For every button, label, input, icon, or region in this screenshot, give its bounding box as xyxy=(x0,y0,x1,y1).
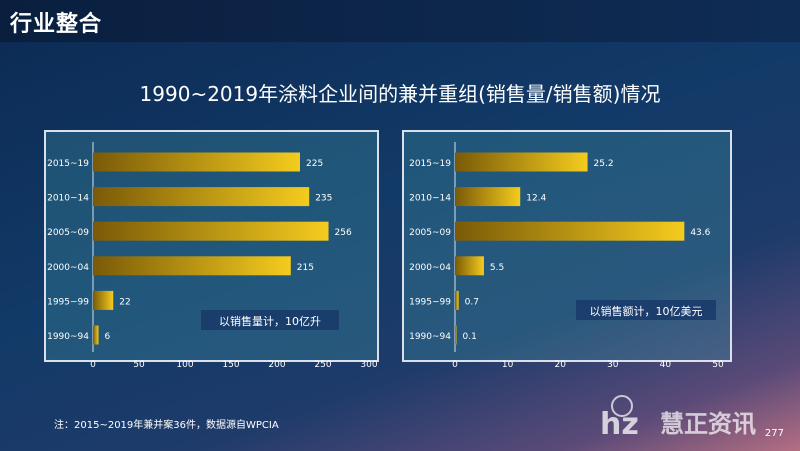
right-category-label: 2005~09 xyxy=(409,228,451,238)
left-annotation: 以销售量计，10亿升 xyxy=(219,314,321,328)
right-data-label: 5.5 xyxy=(490,263,504,273)
right-data-label: 12.4 xyxy=(526,194,546,204)
right-data-label: 25.2 xyxy=(594,159,614,169)
left-annotation-box xyxy=(201,310,339,330)
left-category-label: 2015~19 xyxy=(47,159,89,169)
left-x-tick-label: 300 xyxy=(360,360,377,370)
left-x-tick-label: 150 xyxy=(222,360,239,370)
page-title: 行业整合 xyxy=(10,12,103,37)
left-bar xyxy=(93,221,329,241)
left-data-label: 225 xyxy=(306,159,323,169)
left-data-label: 22 xyxy=(119,297,130,307)
charts-canvas: 2015~19 225 2010~14 235 2005~09 256 2000~04 215… xyxy=(47,142,724,370)
right-x-tick-label: 0 xyxy=(452,360,458,370)
right-category-label: 2000~04 xyxy=(409,263,451,273)
right-bar xyxy=(455,256,484,276)
left-bar xyxy=(93,290,114,310)
logo-text: 慧正资讯 xyxy=(660,410,756,438)
right-x-tick-label: 50 xyxy=(712,360,724,370)
left-x-tick-label: 250 xyxy=(314,360,331,370)
hz-logo: hz 慧正资讯 xyxy=(600,395,756,438)
right-x-tick-label: 30 xyxy=(607,360,619,370)
right-data-label: 0.7 xyxy=(465,297,479,307)
right-x-tick-label: 10 xyxy=(502,360,514,370)
left-x-tick-label: 0 xyxy=(90,360,96,370)
left-category-label: 1995~99 xyxy=(47,297,89,307)
right-bar xyxy=(455,325,457,345)
left-data-label: 6 xyxy=(105,332,111,342)
right-data-label: 43.6 xyxy=(690,228,710,238)
left-data-label: 235 xyxy=(315,194,332,204)
left-x-tick-label: 50 xyxy=(133,360,145,370)
right-category-label: 2010~14 xyxy=(409,194,451,204)
left-category-label: 1990~94 xyxy=(47,332,89,342)
right-category-label: 1995~99 xyxy=(409,297,451,307)
right-x-tick-label: 20 xyxy=(554,360,566,370)
right-bar xyxy=(455,221,685,241)
right-bar xyxy=(455,152,588,172)
left-bar xyxy=(93,256,291,276)
left-category-label: 2005~09 xyxy=(47,228,89,238)
page-number: 277 xyxy=(764,428,784,439)
right-annotation-box xyxy=(576,300,716,320)
left-bar xyxy=(93,187,310,207)
right-bar xyxy=(455,187,521,207)
left-bar xyxy=(93,152,300,172)
left-x-tick-label: 100 xyxy=(176,360,193,370)
title-bar: 行业整合 xyxy=(0,0,800,42)
left-category-label: 2000~04 xyxy=(47,263,89,273)
right-bar xyxy=(455,290,459,310)
right-annotation: 以销售额计，10亿美元 xyxy=(590,304,703,318)
footnote: 注：2015~2019年兼并案36件，数据源自WPCIA xyxy=(54,420,279,431)
left-data-label: 256 xyxy=(335,228,352,238)
left-bar xyxy=(93,325,99,345)
right-x-tick-label: 40 xyxy=(660,360,672,370)
right-category-label: 1990~94 xyxy=(409,332,451,342)
right-category-label: 2015~19 xyxy=(409,159,451,169)
left-category-label: 2010~14 xyxy=(47,194,89,204)
left-data-label: 215 xyxy=(297,263,314,273)
chart-main-title: 1990~2019年涂料企业间的兼并重组(销售量/销售额)情况 xyxy=(139,82,661,106)
right-data-label: 0.1 xyxy=(463,332,477,342)
svg-text:hz: hz xyxy=(600,407,639,438)
left-x-tick-label: 200 xyxy=(268,360,285,370)
